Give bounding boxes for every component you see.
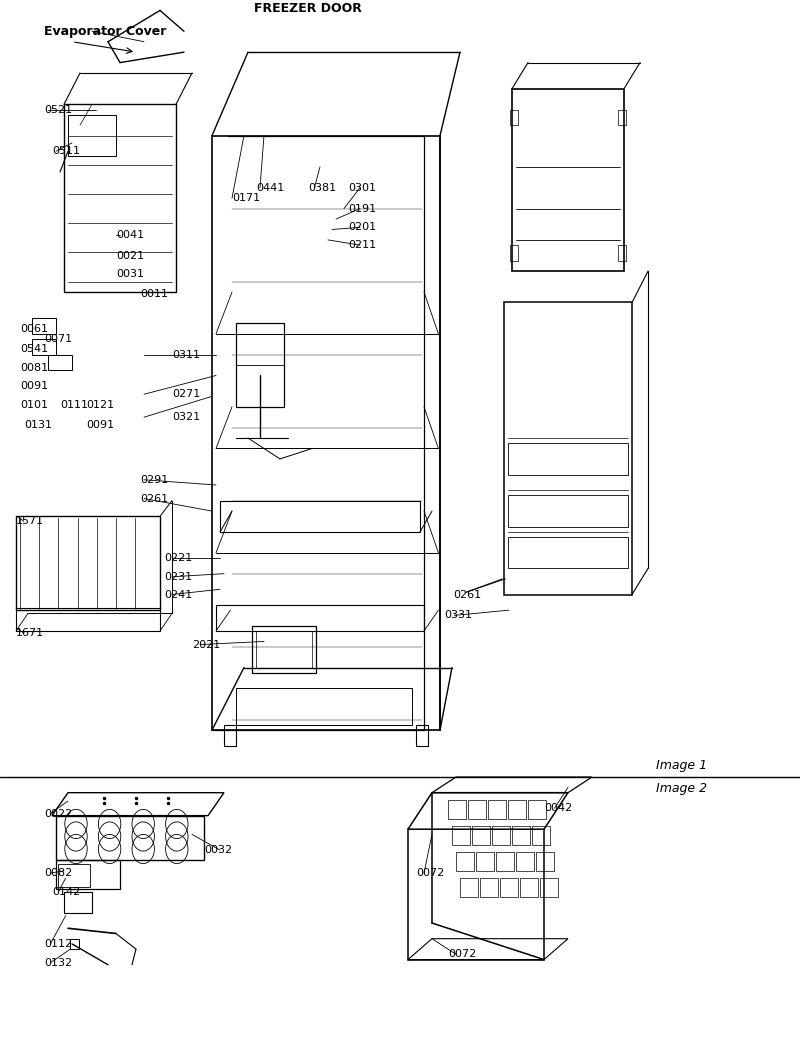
Text: 0521: 0521 — [44, 104, 72, 115]
Text: 0131: 0131 — [24, 419, 52, 430]
Text: 0011: 0011 — [140, 289, 168, 299]
Text: 0291: 0291 — [140, 475, 168, 485]
Bar — [532, 826, 550, 845]
Bar — [492, 826, 510, 845]
Text: 2021: 2021 — [192, 639, 220, 650]
Text: 0132: 0132 — [44, 957, 72, 968]
Bar — [500, 878, 518, 897]
Text: 0541: 0541 — [20, 344, 48, 355]
Text: 0241: 0241 — [164, 589, 192, 600]
Text: 0211: 0211 — [348, 240, 376, 250]
Text: FREEZER DOOR: FREEZER DOOR — [254, 2, 362, 15]
Text: 0042: 0042 — [544, 803, 572, 814]
Text: Image 2: Image 2 — [656, 782, 707, 795]
Bar — [212, 136, 440, 730]
Bar — [512, 89, 624, 271]
Text: 0111: 0111 — [60, 399, 88, 410]
Text: 0101: 0101 — [20, 399, 48, 410]
Text: Evaporator Cover: Evaporator Cover — [44, 25, 166, 38]
Bar — [528, 800, 546, 819]
Text: 0301: 0301 — [348, 183, 376, 193]
Text: 0041: 0041 — [116, 229, 144, 240]
Text: 0311: 0311 — [172, 349, 200, 360]
Text: 1571: 1571 — [16, 516, 44, 527]
Text: 0091: 0091 — [86, 419, 114, 430]
Text: 0321: 0321 — [172, 412, 200, 422]
Text: 0121: 0121 — [86, 399, 114, 410]
Text: 0061: 0061 — [20, 323, 48, 334]
Bar — [488, 800, 506, 819]
Bar — [496, 852, 514, 871]
Bar — [32, 318, 56, 334]
Bar — [64, 104, 176, 292]
Bar — [236, 688, 412, 725]
Bar — [618, 110, 626, 125]
Bar — [476, 852, 494, 871]
Bar — [216, 605, 424, 631]
Text: 0171: 0171 — [232, 193, 260, 203]
Text: 0261: 0261 — [140, 493, 168, 504]
Bar — [456, 852, 474, 871]
Text: 0021: 0021 — [116, 250, 144, 261]
Text: 0032: 0032 — [204, 845, 232, 855]
Text: 1671: 1671 — [16, 628, 44, 638]
Text: 0441: 0441 — [256, 183, 284, 193]
Bar — [508, 537, 628, 568]
Text: 0271: 0271 — [172, 389, 200, 399]
Bar — [480, 878, 498, 897]
Bar — [236, 323, 284, 407]
Text: 0091: 0091 — [20, 381, 48, 391]
Bar — [468, 800, 486, 819]
Bar — [540, 878, 558, 897]
Text: 0261: 0261 — [454, 589, 482, 600]
Bar — [510, 245, 518, 261]
Text: 0112: 0112 — [44, 939, 72, 949]
Bar — [452, 826, 470, 845]
Text: 0072: 0072 — [448, 949, 476, 960]
Text: 0511: 0511 — [52, 146, 80, 156]
Text: Image 1: Image 1 — [656, 759, 707, 772]
Text: 0331: 0331 — [444, 610, 472, 621]
Bar — [508, 800, 526, 819]
Text: 0201: 0201 — [348, 222, 376, 233]
Bar — [448, 800, 466, 819]
Bar — [416, 725, 428, 746]
Bar — [508, 495, 628, 527]
Text: 0081: 0081 — [20, 363, 48, 373]
Text: 0221: 0221 — [164, 553, 192, 563]
Bar — [472, 826, 490, 845]
Bar — [252, 626, 316, 673]
Text: 0072: 0072 — [416, 868, 444, 878]
Bar — [508, 443, 628, 475]
Bar — [536, 852, 554, 871]
Bar — [16, 608, 160, 631]
Text: 0022: 0022 — [44, 808, 72, 819]
Bar — [510, 110, 518, 125]
Text: 0231: 0231 — [164, 572, 192, 582]
Bar — [224, 725, 236, 746]
Bar — [520, 878, 538, 897]
Text: 0031: 0031 — [116, 269, 144, 280]
Bar — [64, 892, 92, 913]
Bar — [256, 631, 312, 668]
Bar — [16, 516, 160, 610]
Bar — [70, 939, 79, 949]
Bar — [512, 826, 530, 845]
Bar — [516, 852, 534, 871]
Text: 0381: 0381 — [308, 183, 336, 193]
Text: 0191: 0191 — [348, 203, 376, 214]
Text: 0142: 0142 — [52, 887, 80, 897]
Bar — [618, 245, 626, 261]
Text: 0071: 0071 — [44, 334, 72, 344]
Bar — [504, 302, 632, 595]
Bar — [48, 355, 72, 370]
Bar — [460, 878, 478, 897]
Bar — [220, 501, 420, 532]
Bar — [32, 339, 56, 355]
Text: 0082: 0082 — [44, 868, 72, 878]
Bar — [68, 115, 116, 156]
Bar — [58, 864, 90, 887]
